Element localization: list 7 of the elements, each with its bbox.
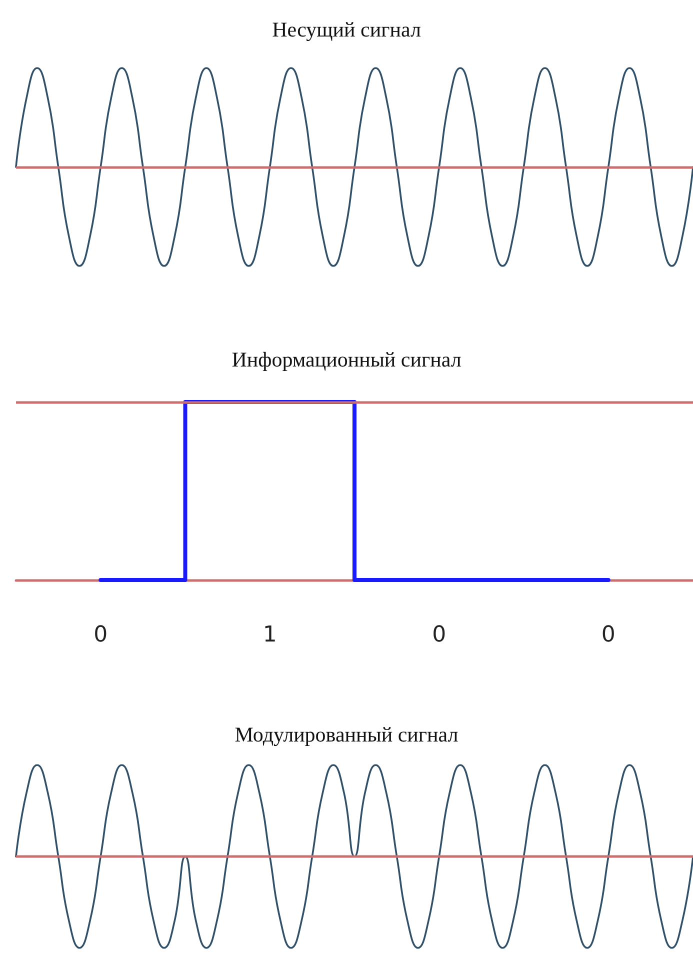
- x-tick-label: 0: [432, 622, 446, 648]
- x-tick-label: 1: [262, 622, 277, 648]
- x-tick-label: 0: [94, 622, 108, 648]
- chart-title: Модулированный сигнал: [234, 722, 458, 746]
- chart-title: Несущий сигнал: [272, 18, 421, 42]
- chart-title: Информационный сигнал: [232, 348, 462, 372]
- x-tick-label: 0: [601, 622, 616, 648]
